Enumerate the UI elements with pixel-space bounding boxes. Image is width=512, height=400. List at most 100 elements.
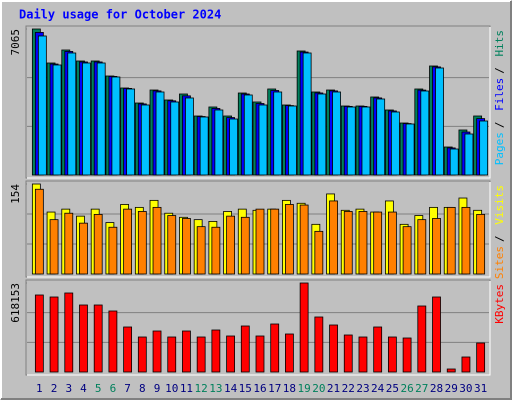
panel-bevel (27, 182, 491, 278)
x-tick-label: 29 (445, 382, 458, 395)
bar (405, 123, 415, 176)
bar (314, 230, 324, 275)
bar (449, 148, 459, 176)
bar (417, 219, 427, 275)
bar (67, 52, 77, 176)
bar (79, 304, 88, 373)
x-tick-label: 14 (224, 382, 238, 395)
bar (387, 336, 397, 373)
bar (93, 213, 103, 275)
bar (167, 336, 177, 373)
legend-separator: / (493, 122, 506, 129)
bar (49, 296, 59, 373)
bar (273, 91, 283, 176)
x-tick-label: 20 (312, 382, 325, 395)
bar (288, 105, 297, 176)
bar (285, 333, 294, 373)
bar (170, 101, 180, 176)
x-tick-label: 11 (180, 382, 193, 395)
bar (255, 335, 265, 373)
bar (64, 212, 74, 275)
bar (464, 133, 474, 176)
bar (108, 226, 118, 275)
x-tick-label: 27 (415, 382, 428, 395)
x-tick-label: 31 (474, 382, 487, 395)
bar (476, 213, 486, 275)
x-tick-label: 16 (253, 382, 266, 395)
legend-gap (493, 111, 506, 118)
chart-title: Daily usage for October 2024 (19, 8, 221, 22)
x-tick-label: 23 (356, 382, 369, 395)
bar (402, 337, 412, 373)
x-tick-label: 3 (65, 382, 72, 395)
bar (432, 218, 441, 275)
bar (461, 356, 471, 373)
x-tick-label: 8 (139, 382, 146, 395)
bar (299, 204, 309, 275)
legend: Sites / Visits (493, 185, 506, 279)
x-tick-label: 2 (51, 382, 58, 395)
x-tick-label: 12 (195, 382, 208, 395)
legend-entry: Pages (493, 132, 506, 165)
bar (126, 88, 136, 176)
bar (476, 342, 486, 373)
bar (211, 329, 221, 373)
legend-gap (493, 225, 506, 232)
y-tick-label: 154 (9, 184, 22, 204)
bar (152, 206, 162, 275)
x-tick-label: 13 (209, 382, 222, 395)
bar (387, 211, 397, 275)
x-tick-label: 17 (268, 382, 281, 395)
bar (373, 326, 383, 373)
bar (199, 116, 209, 176)
bar (82, 62, 91, 176)
bar (358, 211, 368, 275)
bar (402, 226, 412, 275)
bar (461, 206, 471, 275)
bar (93, 304, 103, 373)
x-tick-label: 9 (154, 382, 161, 395)
bar (111, 76, 121, 176)
bar (479, 120, 489, 176)
legend: KBytes (493, 284, 506, 324)
x-tick-label: 22 (342, 382, 355, 395)
bar (373, 211, 383, 275)
bar (240, 216, 250, 275)
bar (390, 111, 400, 176)
x-tick-label: 24 (371, 382, 385, 395)
panel-bevel (27, 281, 491, 376)
bar (358, 336, 368, 373)
bar (229, 118, 238, 176)
bar (137, 336, 147, 373)
y-tick-label: 7065 (9, 29, 22, 56)
bar (302, 52, 312, 176)
bar (343, 334, 353, 373)
bar (34, 188, 44, 275)
bar (329, 324, 338, 373)
bar (432, 296, 441, 373)
bar (96, 62, 106, 176)
bar (332, 91, 341, 176)
bar (255, 208, 265, 275)
bar (211, 226, 221, 275)
x-tick-label: 15 (239, 382, 252, 395)
bar (420, 90, 430, 176)
legend-separator: / (493, 67, 506, 74)
bar (361, 106, 371, 176)
x-tick-label: 30 (459, 382, 472, 395)
bar (79, 222, 88, 275)
bar (182, 218, 191, 275)
bar (196, 336, 206, 373)
bar (376, 98, 386, 176)
x-tick-label: 7 (124, 382, 131, 395)
legend-gap (493, 57, 506, 64)
bar (317, 93, 327, 176)
bar (52, 64, 62, 176)
bar (446, 368, 456, 373)
bar (435, 67, 444, 176)
bar (299, 282, 309, 373)
bar (329, 200, 338, 275)
x-tick-label: 18 (283, 382, 296, 395)
